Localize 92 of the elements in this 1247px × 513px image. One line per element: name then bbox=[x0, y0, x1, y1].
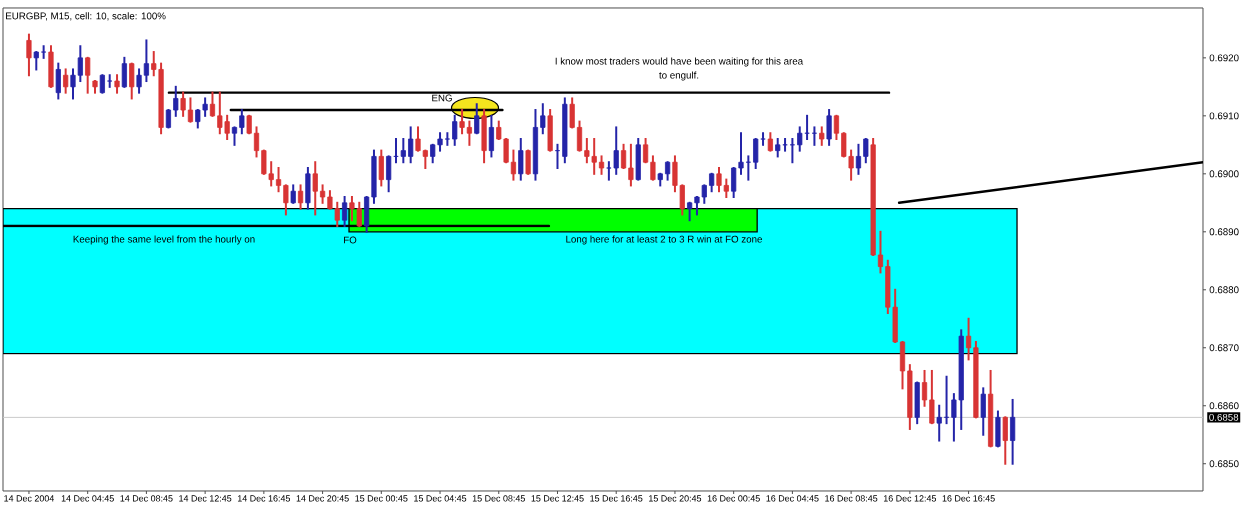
candlestick bbox=[980, 387, 986, 436]
candlestick bbox=[569, 97, 575, 129]
candlestick bbox=[613, 126, 619, 175]
candlestick bbox=[826, 109, 832, 146]
candlestick bbox=[753, 138, 759, 170]
candlestick bbox=[877, 230, 884, 274]
x-tick-label: 16 Dec 12:45 bbox=[883, 495, 937, 502]
candlestick bbox=[760, 132, 766, 146]
y-tick-label: 0.6860 bbox=[1209, 402, 1239, 410]
candlestick bbox=[606, 161, 612, 181]
x-tick-label: 16 Dec 00:45 bbox=[707, 495, 760, 502]
x-tick-label: 16 Dec 08:45 bbox=[825, 495, 878, 502]
x-tick-label: 14 Dec 04:45 bbox=[61, 495, 114, 502]
candlestick bbox=[921, 369, 928, 407]
x-tick-label: 15 Dec 12:45 bbox=[531, 495, 584, 502]
candlestick bbox=[459, 109, 465, 135]
candlestick bbox=[474, 103, 480, 135]
y-tick-label: 0.6900 bbox=[1209, 170, 1239, 178]
annotation: ENG bbox=[432, 94, 452, 102]
candlestick bbox=[510, 149, 517, 181]
x-tick-label: 14 Dec 08:45 bbox=[120, 495, 173, 502]
x-tick-label: 15 Dec 04:45 bbox=[414, 495, 467, 502]
candlestick bbox=[650, 155, 656, 181]
candlestick bbox=[63, 68, 69, 94]
x-tick-label: 14 Dec 20:45 bbox=[296, 495, 349, 502]
candlestick bbox=[797, 126, 803, 152]
candlestick bbox=[628, 143, 634, 187]
candlestick bbox=[312, 161, 318, 216]
candlestick bbox=[936, 404, 942, 442]
x-tick-label: 15 Dec 00:45 bbox=[355, 495, 408, 502]
candlestick bbox=[275, 167, 282, 193]
candlestick bbox=[466, 120, 472, 146]
candlestick bbox=[642, 138, 649, 164]
candlestick bbox=[525, 149, 531, 175]
annotation: Long here for at least 2 to 3 R win at FO zone bbox=[566, 235, 762, 245]
x-tick-label: 14 Dec 2004 bbox=[4, 495, 54, 502]
candlestick bbox=[297, 184, 304, 210]
candlestick bbox=[444, 132, 450, 146]
candlestick bbox=[209, 91, 216, 117]
candlestick bbox=[1010, 398, 1016, 465]
candlestick bbox=[85, 56, 91, 94]
candlestick bbox=[408, 126, 414, 164]
candlestick bbox=[452, 114, 458, 146]
x-tick-label: 16 Dec 16:45 bbox=[942, 495, 995, 502]
candlestick bbox=[1002, 416, 1008, 465]
candlestick bbox=[386, 155, 392, 193]
candlestick bbox=[121, 56, 127, 88]
candlestick bbox=[41, 45, 47, 59]
x-tick-label: 14 Dec 16:45 bbox=[237, 495, 291, 502]
candlestick bbox=[129, 62, 135, 100]
x-tick-label: 15 Dec 08:45 bbox=[472, 495, 525, 502]
candlestick bbox=[180, 91, 186, 117]
y-tick-label: 0.6880 bbox=[1209, 286, 1239, 294]
candlestick bbox=[239, 109, 245, 135]
candlestick bbox=[253, 126, 260, 158]
chart-title: EURGBP, M15, cell: 10, scale: 100% bbox=[6, 12, 166, 21]
candlestick bbox=[55, 62, 61, 100]
annotation: to engulf. bbox=[659, 71, 699, 81]
candlestick bbox=[833, 114, 840, 141]
y-tick-label: 0.6910 bbox=[1209, 112, 1239, 120]
candlestick bbox=[378, 149, 384, 187]
candlestick bbox=[143, 39, 150, 83]
annotation: I know most traders would have been waiting for this area bbox=[555, 57, 804, 67]
candlestick bbox=[576, 120, 583, 152]
candlestick bbox=[400, 138, 406, 164]
candlestick bbox=[540, 103, 546, 135]
candlestick bbox=[855, 143, 862, 175]
x-tick-label: 15 Dec 20:45 bbox=[649, 495, 702, 502]
candlestick bbox=[415, 126, 421, 152]
candlestick bbox=[518, 138, 524, 181]
candlestick bbox=[929, 369, 935, 425]
candlestick bbox=[620, 143, 627, 170]
annotation: Keeping the same level from the hourly on bbox=[73, 235, 255, 245]
x-tick-label: 14 Dec 12:45 bbox=[179, 495, 232, 502]
candlestick bbox=[173, 85, 179, 117]
candlestick bbox=[965, 317, 972, 361]
x-tick-label: 15 Dec 16:45 bbox=[590, 495, 643, 502]
candlestick bbox=[863, 138, 869, 164]
candlestick bbox=[26, 33, 32, 77]
candlestick bbox=[107, 74, 113, 88]
annotation: FO bbox=[344, 236, 357, 244]
candlestick bbox=[283, 184, 289, 216]
candlestick bbox=[488, 114, 495, 158]
y-tick-label: 0.6850 bbox=[1209, 460, 1239, 468]
x-tick-label: 16 Dec 04:45 bbox=[766, 495, 819, 502]
candlestick bbox=[136, 68, 142, 94]
candlestick bbox=[342, 196, 348, 227]
y-tick-label: 0.6920 bbox=[1209, 54, 1239, 62]
ref-line-label: 0.6858 bbox=[1209, 413, 1239, 421]
y-tick-label: 0.6870 bbox=[1209, 344, 1239, 352]
candlestick bbox=[187, 97, 194, 123]
y-tick-label: 0.6890 bbox=[1209, 228, 1239, 236]
